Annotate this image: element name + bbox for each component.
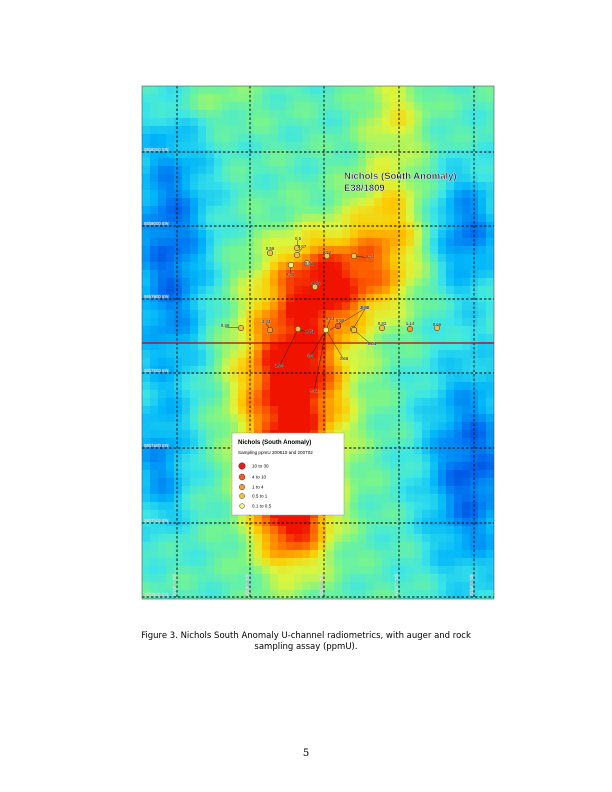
legend-swatch [238,462,246,470]
sample-label: 0.62 [305,261,314,266]
legend-title: Nichols (South Anomaly) [238,439,311,446]
legend-swatch [238,473,246,481]
sample-point [294,325,302,333]
northing-label: 6656800 mN [144,592,169,597]
sample-point [287,261,295,269]
map-legend: Nichols (South Anomaly) Sampling ppmU 20… [231,432,345,516]
sample-label: 0.5 [295,236,302,241]
sample-point [266,326,274,334]
sample-label: 3.68 [360,305,369,310]
easting-label: 371800 mE [245,574,250,596]
map-title-line1: Nichols (South Anomaly) [344,171,457,182]
easting-label: 372400 mE [469,574,474,596]
sample-label: 1.54 [275,363,284,368]
sample-label: 0.59 [312,281,321,286]
sample-label: 0.58 [266,246,275,251]
sample-label: 0.52 [310,388,319,393]
legend-swatch [239,493,245,499]
legend-swatch [238,483,246,491]
page-number: 5 [302,748,310,759]
sample-point [237,324,245,332]
sample-label: 0.49 [221,323,230,328]
legend-item-label: 10 to 30 [252,464,269,469]
legend-item-label: 0.1 to 0.5 [252,504,272,509]
sample-label: 0.67 [298,244,307,249]
sample-label: 0.52 [323,250,332,255]
sample-label: 0.66 [433,322,442,327]
sample-points: 0.5 0.67 0.58 0.62 0.35 0.52 0.43 0.59 0.43 0.82 0… [221,236,442,393]
caption-line-2: sampling assay (ppmU). [254,642,358,652]
sample-label: 0.58 [336,318,345,323]
sample-point [406,325,414,333]
sample-point [433,324,441,332]
map-title: Nichols (South Anomaly) E38/1809 [344,171,457,194]
sample-point [293,251,301,259]
legend-swatch [239,503,245,509]
sample-label: 2.66 [340,356,349,361]
sample-label: 3.43 [262,319,271,324]
caption-line-1: Figure 3. Nichols South Anomaly U-channe… [141,631,471,641]
sample-point [334,322,342,330]
northing-label: 6657200 mN [144,518,169,523]
sample-label: 1.14 [406,321,415,326]
easting-label: 371600 mE [172,574,177,596]
easting-label: 372200 mE [394,574,399,596]
northing-label: 6658200 mN [144,147,169,152]
sample-label: 0.61 [368,341,377,346]
northing-label: 6657400 mN [144,443,169,448]
sample-label: 0.53 [326,316,335,321]
radiometric-heatmap [142,86,494,599]
figure-caption: Figure 3. Nichols South Anomaly U-channe… [120,631,492,653]
northing-label: 6658000 mN [144,221,169,226]
legend-subtitle: Sampling ppmU 200610 and 200702 [238,450,313,455]
sample-point [323,252,331,260]
map-title-line2: E38/1809 [344,183,385,194]
easting-label: 372000 mE [319,574,324,596]
sample-point [322,326,330,334]
northing-label: 6657600 mN [144,368,169,373]
sample-label: 0.43 [361,305,370,310]
sample-point [378,324,386,332]
northing-labels: 6658200 mN 6658000 mN 6657800 mN 6657600 mN… [144,147,169,597]
sample-point [350,252,358,260]
northing-label: 6657800 mN [144,294,169,299]
sample-label: 6.4 [307,353,314,358]
legend-item-label: 4 to 10 [252,475,266,480]
easting-labels: 371600 mE 371800 mE 372000 mE 372200 mE 3724… [172,574,474,596]
sample-point [293,244,301,252]
sample-point [303,259,311,267]
sample-point [350,326,358,334]
sample-label: 0.71 [306,329,315,334]
legend-item-label: 1 to 4 [252,485,264,490]
sample-point [311,283,319,291]
sample-label: 0.43 [366,254,375,259]
sample-label: 0.82 [378,321,387,326]
legend-item-label: 0.5 to 1 [252,494,268,499]
sample-label: 0.35 [286,272,295,277]
sample-point [266,249,274,257]
